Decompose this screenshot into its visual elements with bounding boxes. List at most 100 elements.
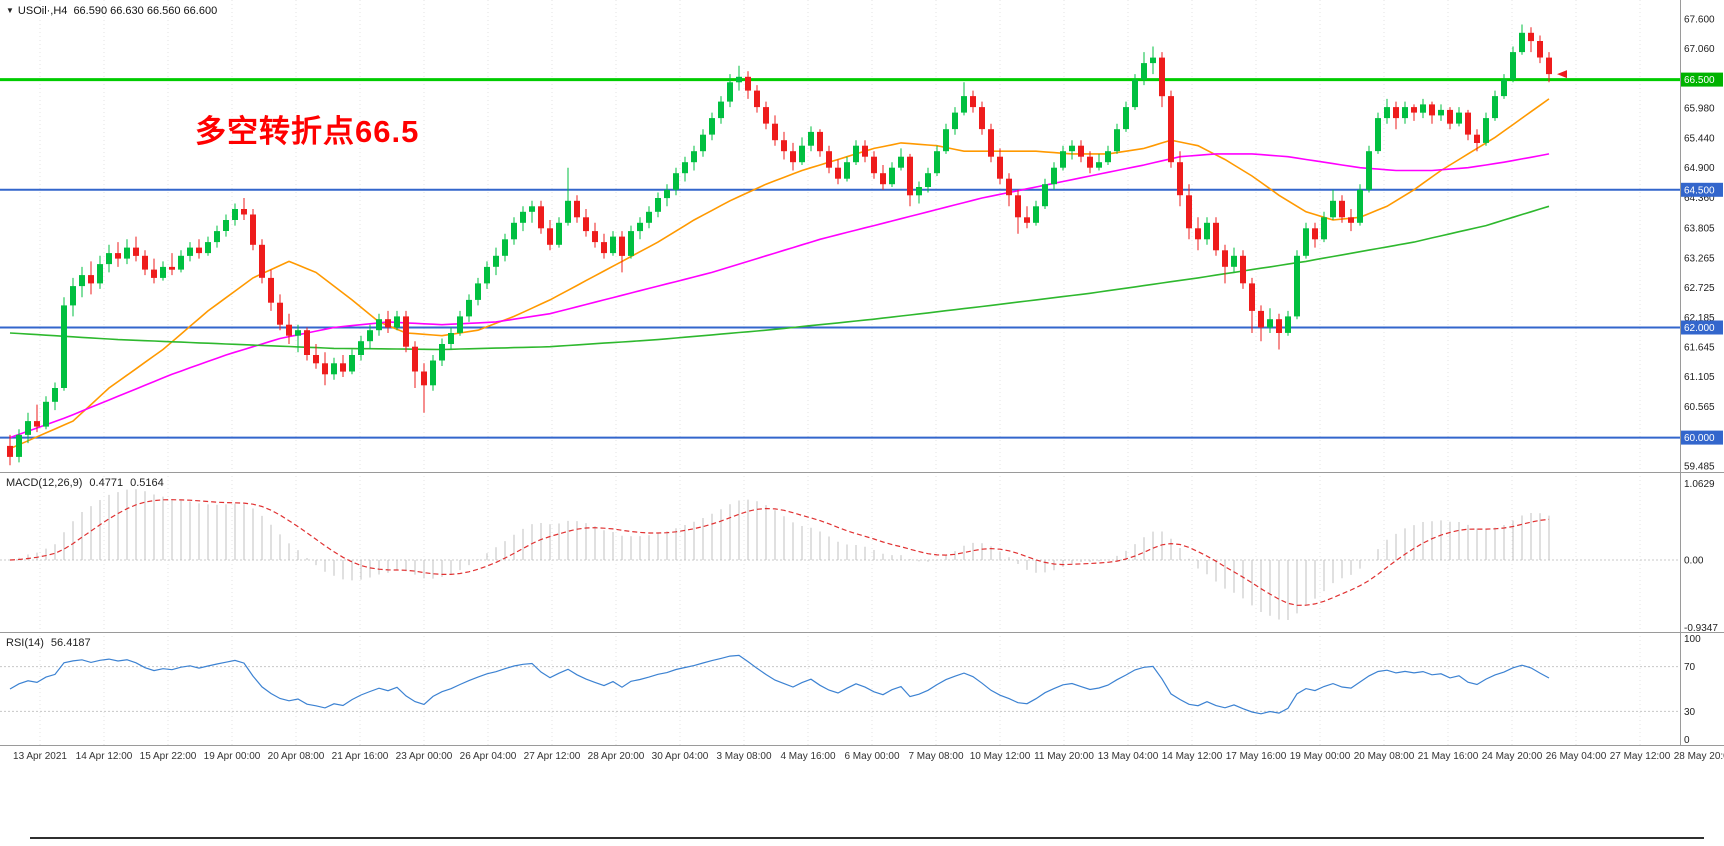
candle-body bbox=[718, 101, 724, 119]
candle-body bbox=[385, 319, 391, 328]
rsi-tick-label: 30 bbox=[1684, 707, 1696, 718]
rsi-tick-label: 0 bbox=[1684, 735, 1690, 746]
candle-body bbox=[169, 266, 175, 270]
candle-body bbox=[943, 129, 949, 152]
candle-body bbox=[979, 107, 985, 130]
candle-body bbox=[79, 275, 85, 287]
candle-body bbox=[160, 266, 166, 278]
price-tick-label: 65.980 bbox=[1684, 104, 1715, 115]
price-tick-label: 61.645 bbox=[1684, 343, 1715, 354]
candle-body bbox=[1447, 109, 1453, 124]
price-tick-label: 60.565 bbox=[1684, 402, 1715, 413]
macd-value-main: 0.4771 bbox=[89, 477, 124, 489]
time-label: 30 Apr 04:00 bbox=[652, 751, 709, 762]
candle-body bbox=[538, 206, 544, 229]
candle-body bbox=[1366, 151, 1372, 190]
candle-body bbox=[295, 330, 301, 336]
candle-body bbox=[187, 247, 193, 256]
candle-body bbox=[88, 275, 94, 284]
candle-body bbox=[655, 198, 661, 212]
candle-body bbox=[367, 330, 373, 342]
candle-body bbox=[61, 305, 67, 388]
macd-pane[interactable] bbox=[0, 489, 1680, 620]
candle-body bbox=[43, 401, 49, 427]
time-label: 28 Apr 20:00 bbox=[588, 751, 645, 762]
time-label: 14 Apr 12:00 bbox=[76, 751, 133, 762]
candle-body bbox=[628, 231, 634, 256]
time-label: 23 Apr 00:00 bbox=[396, 751, 453, 762]
candle-body bbox=[1312, 228, 1318, 240]
candle-body bbox=[1222, 250, 1228, 267]
chart-header: ▼ USOil·,H4 66.590 66.630 66.560 66.600 bbox=[6, 5, 217, 17]
main-price-pane[interactable] bbox=[0, 24, 1680, 466]
candle-body bbox=[133, 247, 139, 256]
candle-body bbox=[556, 222, 562, 245]
time-axis[interactable]: 13 Apr 2021 14 Apr 12:00 15 Apr 22:00 19 Ap… bbox=[13, 751, 1724, 762]
candle-body bbox=[1240, 255, 1246, 284]
time-label: 21 Apr 16:00 bbox=[332, 751, 389, 762]
candle-body bbox=[790, 151, 796, 163]
price-tick-label: 61.105 bbox=[1684, 372, 1715, 383]
candle-body bbox=[1339, 200, 1345, 218]
candle-body bbox=[1105, 151, 1111, 163]
candle-body bbox=[1519, 32, 1525, 53]
rsi-pane[interactable] bbox=[0, 654, 1680, 715]
candle-body bbox=[331, 363, 337, 375]
price-scale[interactable]: 67.60067.06066.52065.98065.44064.90064.3… bbox=[1681, 15, 1723, 473]
time-label: 14 May 12:00 bbox=[1162, 751, 1223, 762]
candle-body bbox=[1483, 118, 1489, 143]
candle-body bbox=[1456, 112, 1462, 124]
price-level-badge bbox=[1681, 182, 1723, 197]
candle-body bbox=[178, 255, 184, 270]
price-tick-label: 64.900 bbox=[1684, 163, 1715, 174]
candle-body bbox=[808, 131, 814, 146]
candle-body bbox=[637, 222, 643, 232]
candle-body bbox=[151, 269, 157, 278]
candle-body bbox=[349, 355, 355, 372]
candle-body bbox=[412, 346, 418, 372]
symbol-timeframe-title: USOil·,H4 bbox=[17, 5, 68, 17]
candle-body bbox=[313, 355, 319, 364]
candle-body bbox=[1276, 319, 1282, 333]
grid-lines bbox=[39, 0, 1641, 745]
candle-body bbox=[835, 167, 841, 179]
candle-body bbox=[376, 319, 382, 331]
candle-body bbox=[1087, 156, 1093, 168]
candle-body bbox=[1510, 52, 1516, 80]
candle-body bbox=[700, 134, 706, 152]
time-label: 28 May 20:00 bbox=[1674, 751, 1724, 762]
candle-body bbox=[1006, 178, 1012, 196]
macd-tick-label: 1.0629 bbox=[1684, 479, 1715, 490]
candle-body bbox=[304, 330, 310, 355]
price-level-badge-label: 66.500 bbox=[1684, 75, 1715, 86]
symbol-dropdown-icon[interactable]: ▼ bbox=[6, 6, 14, 15]
candle-body bbox=[232, 209, 238, 220]
candle-body bbox=[1429, 104, 1435, 116]
candle-body bbox=[1132, 79, 1138, 108]
candle-body bbox=[1501, 79, 1507, 97]
candle-body bbox=[358, 341, 364, 355]
price-tick-label: 63.805 bbox=[1684, 224, 1715, 235]
time-label: 26 Apr 04:00 bbox=[460, 751, 517, 762]
candle-body bbox=[925, 173, 931, 187]
candle-body bbox=[25, 421, 31, 435]
candle-body bbox=[817, 131, 823, 152]
time-label: 10 May 12:00 bbox=[970, 751, 1031, 762]
candle-body bbox=[439, 344, 445, 361]
candle-body bbox=[844, 162, 850, 179]
candle-body bbox=[1114, 129, 1120, 152]
candle-body bbox=[124, 247, 130, 259]
rsi-indicator-label: RSI(14) 56.4187 bbox=[6, 637, 91, 649]
candle-body bbox=[241, 209, 247, 215]
time-label: 26 May 04:00 bbox=[1546, 751, 1607, 762]
candle-body bbox=[871, 156, 877, 174]
candle-body bbox=[1384, 107, 1390, 119]
ma-fast-orange bbox=[9, 98, 1550, 450]
candle-body bbox=[7, 445, 13, 457]
candle-body bbox=[1042, 184, 1048, 207]
candle-body bbox=[70, 286, 76, 306]
candle-body bbox=[511, 222, 517, 240]
rsi-name: RSI(14) bbox=[6, 637, 44, 649]
